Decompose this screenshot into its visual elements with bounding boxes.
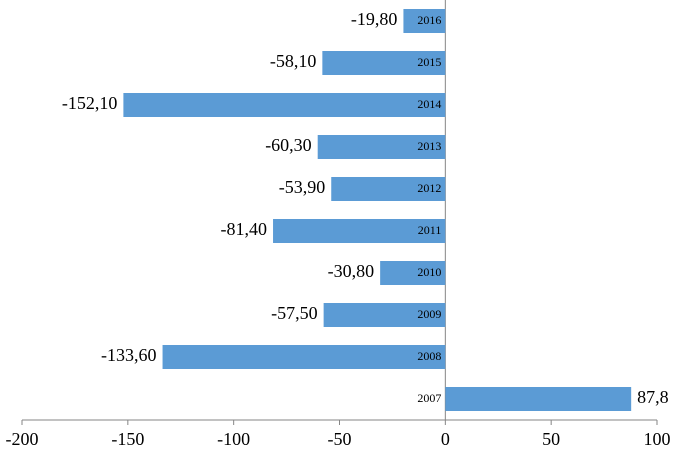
- x-tick-label: 50: [542, 429, 560, 449]
- bar: [331, 177, 446, 201]
- value-label: -81,40: [221, 219, 268, 239]
- value-label: -57,50: [271, 303, 318, 323]
- value-label: -19,80: [351, 9, 398, 29]
- bar: [323, 303, 446, 327]
- value-label: -133,60: [101, 345, 157, 365]
- category-label: 2013: [417, 139, 441, 153]
- bar: [123, 93, 446, 117]
- category-label: 2009: [417, 307, 441, 321]
- category-label: 2010: [417, 265, 441, 279]
- category-label: 2015: [417, 55, 441, 69]
- category-label: 2016: [417, 13, 441, 27]
- category-label: 2007: [417, 391, 441, 405]
- value-label: -53,90: [279, 177, 326, 197]
- x-tick-label: 100: [644, 429, 671, 449]
- bar: [322, 51, 446, 75]
- bar: [403, 9, 446, 33]
- x-tick-label: -50: [328, 429, 352, 449]
- category-label: 2014: [417, 97, 441, 111]
- value-label: -60,30: [265, 135, 312, 155]
- x-tick-label: 0: [441, 429, 450, 449]
- value-label: 87,8: [637, 387, 669, 407]
- value-label: -152,10: [62, 93, 118, 113]
- value-label: -30,80: [328, 261, 375, 281]
- category-label: 2008: [417, 349, 441, 363]
- value-label: -58,10: [270, 51, 317, 71]
- bar: [317, 135, 446, 159]
- category-label: 2012: [417, 181, 441, 195]
- x-tick-label: -150: [111, 429, 144, 449]
- bar: [273, 219, 446, 243]
- category-label: 2011: [418, 223, 442, 237]
- x-tick-label: -100: [217, 429, 250, 449]
- bar: [162, 345, 446, 369]
- bar: [445, 387, 632, 411]
- x-tick-label: -200: [6, 429, 39, 449]
- bar: [380, 261, 446, 285]
